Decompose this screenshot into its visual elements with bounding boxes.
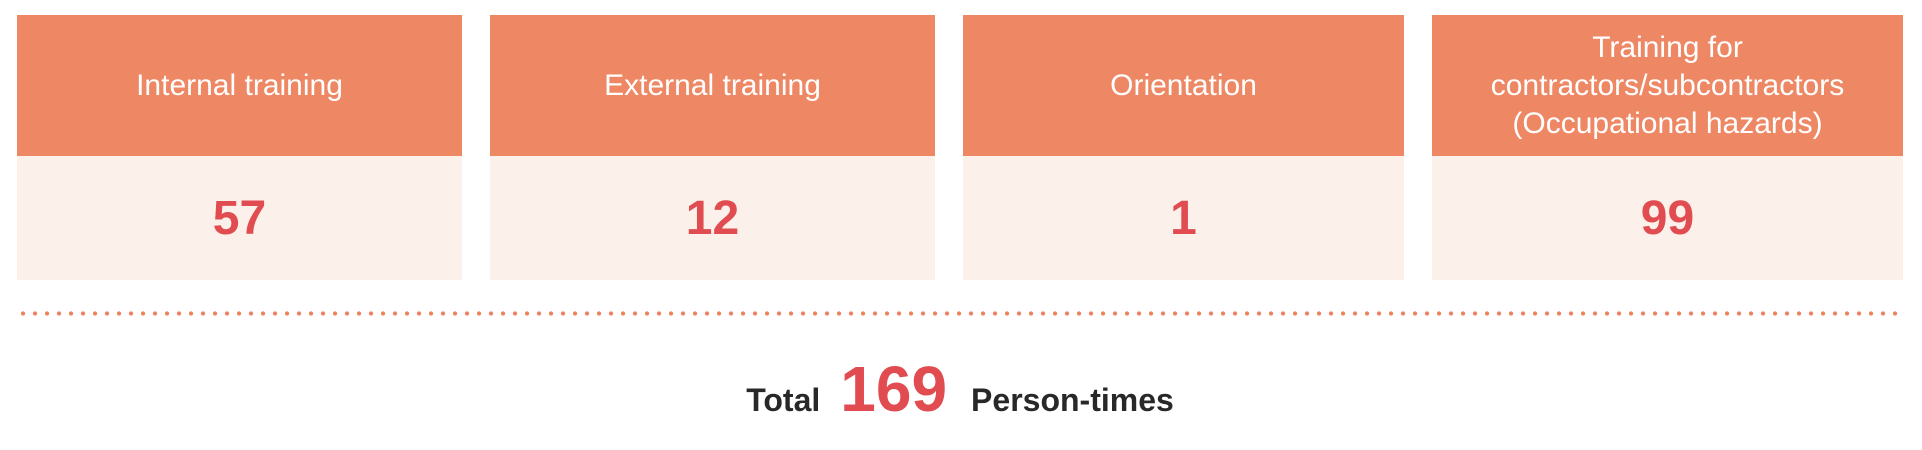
card-value: 99: [1640, 191, 1695, 245]
card-label: Orientation: [1110, 68, 1257, 102]
dotted-divider: [17, 311, 1903, 316]
training-cards-row: Internal training 57 External training 1…: [17, 15, 1903, 280]
card-value: 12: [685, 191, 740, 245]
card-header-contractor-training: Training for contractors/subcontractors …: [1432, 15, 1903, 156]
card-body-orientation: 1: [963, 156, 1404, 280]
card-orientation: Orientation 1: [963, 15, 1404, 280]
total-label: Total: [746, 382, 821, 418]
card-body-contractor-training: 99: [1432, 156, 1903, 280]
card-header-external-training: External training: [490, 15, 935, 156]
card-body-internal-training: 57: [17, 156, 462, 280]
card-value: 57: [212, 191, 267, 245]
total-row: Total 169 Person-times: [17, 352, 1903, 426]
card-header-internal-training: Internal training: [17, 15, 462, 156]
card-value: 1: [1170, 191, 1197, 245]
card-header-orientation: Orientation: [963, 15, 1404, 156]
card-label: Training for contractors/subcontractors …: [1490, 30, 1845, 140]
card-label: Internal training: [136, 68, 343, 102]
card-label: External training: [604, 68, 821, 102]
card-external-training: External training 12: [490, 15, 935, 280]
card-contractor-training: Training for contractors/subcontractors …: [1432, 15, 1903, 280]
card-body-external-training: 12: [490, 156, 935, 280]
card-internal-training: Internal training 57: [17, 15, 462, 280]
total-value: 169: [840, 353, 948, 425]
total-unit-label: Person-times: [971, 382, 1174, 418]
